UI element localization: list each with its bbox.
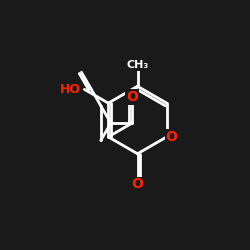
Text: O: O <box>126 90 138 104</box>
Text: HO: HO <box>60 83 81 96</box>
Text: O: O <box>132 177 143 191</box>
Text: CH₃: CH₃ <box>126 60 148 70</box>
Text: O: O <box>165 130 177 144</box>
